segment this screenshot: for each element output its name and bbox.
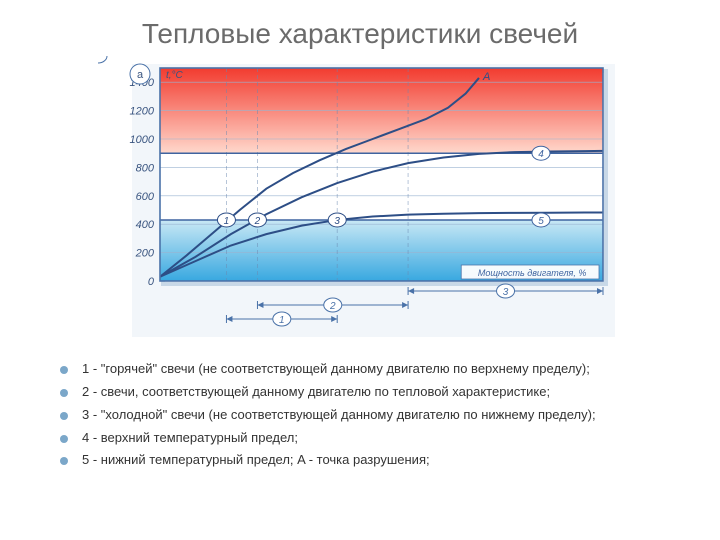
svg-text:2: 2: [253, 216, 260, 227]
svg-text:5: 5: [538, 216, 544, 227]
svg-text:400: 400: [135, 219, 154, 231]
svg-text:2: 2: [328, 301, 335, 312]
svg-text:Мощность двигателя, %: Мощность двигателя, %: [477, 268, 585, 278]
svg-text:A: A: [481, 71, 489, 83]
svg-text:800: 800: [135, 162, 154, 174]
svg-text:600: 600: [135, 191, 154, 203]
legend-item: 1 - "горячей" свечи (не соответствующей …: [60, 360, 680, 379]
legend: 1 - "горячей" свечи (не соответствующей …: [60, 360, 680, 470]
page-title: Тепловые характеристики свечей: [40, 18, 680, 50]
svg-text:3: 3: [334, 216, 340, 227]
legend-item: 2 - свечи, соответствующей данному двига…: [60, 383, 680, 402]
svg-text:1200: 1200: [129, 106, 154, 118]
svg-text:а: а: [136, 69, 143, 81]
svg-text:3: 3: [502, 287, 508, 298]
svg-text:4: 4: [538, 149, 544, 160]
svg-text:1: 1: [279, 315, 285, 326]
legend-item: 4 - верхний температурный предел;: [60, 429, 680, 448]
svg-text:0: 0: [147, 276, 154, 288]
legend-item: 5 - нижний температурный предел; A - точ…: [60, 451, 680, 470]
svg-text:1000: 1000: [129, 134, 154, 146]
svg-text:t,°C: t,°C: [166, 70, 184, 81]
svg-text:200: 200: [134, 248, 154, 260]
thermal-chart: 020040060080010001200140012345Aаt,°CМощн…: [98, 56, 623, 346]
legend-item: 3 - "холодной" свечи (не соответствующей…: [60, 406, 680, 425]
svg-text:1: 1: [223, 216, 229, 227]
